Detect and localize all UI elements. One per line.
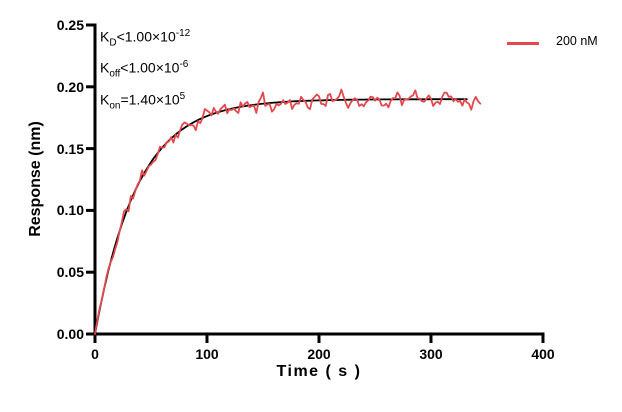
kinetics-subscript: D <box>109 37 117 49</box>
kinetics-exponent: 5 <box>179 90 186 102</box>
kinetics-value: =1.40×10 <box>120 91 180 108</box>
kinetics-exponent: -12 <box>175 28 191 39</box>
kinetics-symbol: K <box>100 60 110 77</box>
x-tick-label: 300 <box>419 346 443 362</box>
kinetics-subscript: on <box>109 100 121 112</box>
kinetics-line-kon: Kon=1.40×105 <box>100 86 190 117</box>
kinetics-exponent: -6 <box>179 59 189 71</box>
y-tick-label: 0.10 <box>56 202 84 219</box>
kinetics-annotation: KD<1.00×10-12 Koff<1.00×10-6 Kon=1.40×10… <box>100 23 190 117</box>
y-tick-label: 0.20 <box>56 78 84 95</box>
y-tick-label: 0.00 <box>56 326 84 342</box>
y-axis-title: Response (nm) <box>27 121 44 237</box>
y-tick-label: 0.25 <box>56 17 84 33</box>
y-tick-label: 0.15 <box>56 140 84 157</box>
legend-line-swatch <box>507 42 539 45</box>
kinetics-value: <1.00×10 <box>120 60 180 77</box>
kinetics-line-koff: Koff<1.00×10-6 <box>100 54 190 85</box>
legend: 200 nM <box>507 33 617 53</box>
fit-curve-line <box>94 98 468 335</box>
kinetics-value: <1.00×10 <box>116 28 176 45</box>
measured-trace-line <box>94 88 482 335</box>
x-axis-title: Time ( s ) <box>276 363 362 380</box>
x-tick-label: 0 <box>91 346 99 362</box>
x-tick-label: 200 <box>307 346 331 362</box>
kinetics-symbol: K <box>100 91 110 108</box>
kinetics-line-kd: KD<1.00×10-12 <box>100 23 190 54</box>
legend-label: 200 nM <box>556 34 598 48</box>
x-tick-label: 400 <box>531 346 555 362</box>
y-tick-label: 0.05 <box>56 264 84 281</box>
x-tick-label: 100 <box>195 346 219 362</box>
kinetics-subscript: off <box>109 68 121 80</box>
kinetics-symbol: K <box>100 28 110 45</box>
